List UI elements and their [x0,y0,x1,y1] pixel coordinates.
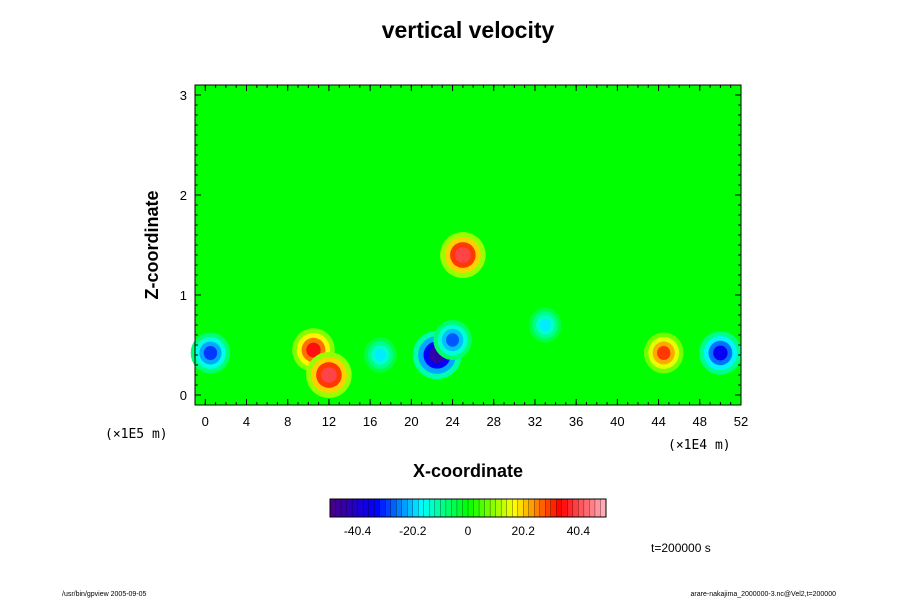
x-axis-title: X-coordinate [413,461,523,481]
heatmap-feature [657,346,671,360]
y-axis: 0 1 2 3 [180,88,741,403]
colorbar-cell [445,498,452,518]
heatmap-feature [374,349,386,361]
colorbar-cell [329,498,336,518]
heatmap-feature [203,346,218,360]
colorbar-frame [329,498,607,518]
x-tick-label: 4 [243,414,250,429]
colorbar-cell [434,498,441,518]
colorbar-tick-label: -20.2 [399,524,427,538]
colorbar-cell [368,498,375,518]
colorbar-cell [473,498,480,518]
colorbar-cell [374,498,381,518]
colorbar-cell [567,498,574,518]
colorbar-cell [578,498,585,518]
colorbar-cell [506,498,513,518]
x-tick-label: 16 [363,414,377,429]
x-tick-label: 0 [202,414,209,429]
x-tick-label: 24 [445,414,459,429]
colorbar-cell [379,498,386,518]
colorbar-cell [589,498,596,518]
colorbar-cell [523,498,530,518]
y-tick-label: 1 [180,288,187,303]
colorbar-cell [385,498,392,518]
y-axis-title: Z-coordinate [142,190,162,299]
x-tick-label: 12 [322,414,336,429]
colorbar-cell [528,498,535,518]
heatmap-feature [321,367,337,383]
plot-area [190,84,742,406]
colorbar-cell [340,498,348,518]
colorbar-cell [451,498,458,518]
footer-left: /usr/bin/gpview 2005-09-05 [62,591,147,598]
x-tick-label: 52 [734,414,748,429]
heatmap-feature [455,247,471,263]
heatmap-feature [446,333,460,347]
x-tick-label: 36 [569,414,583,429]
colorbar-cell [396,498,403,518]
x-tick-label: 48 [693,414,707,429]
colorbar-cell [489,498,497,518]
footer-right: arare-nakajima_2000000-3.nc@Vel2,t=20000… [691,591,837,598]
colorbar-tick-label: -40.4 [344,524,372,538]
colorbar-cell [362,498,370,518]
colorbar-cell [561,498,568,518]
colorbar-cell [583,498,590,518]
heatmap-feature [713,345,728,361]
heatmap-field [190,85,742,405]
colorbar-cell [407,498,414,518]
colorbar-cell [600,498,607,518]
heatmap-feature [539,319,551,331]
chart-title: vertical velocity [382,17,555,43]
colorbar-cell [478,498,486,518]
colorbar-cells [329,498,607,518]
heatmap-feature [306,342,321,358]
colorbar-cell [440,498,447,518]
colorbar-cell [418,498,425,518]
x-scale-label: (×1E4 m) [668,438,731,453]
colorbar-cell [335,498,342,518]
colorbar-tick-label: 40.4 [567,524,591,538]
colorbar-ticks: -40.4 -20.2 0 20.2 40.4 [344,524,590,538]
colorbar-cell [401,498,408,518]
colorbar-cell [412,498,419,518]
colorbar-cell [495,498,502,518]
x-tick-label: 32 [528,414,542,429]
colorbar-cell [550,498,557,518]
colorbar-cell [534,498,541,518]
y-tick-label: 3 [180,88,187,103]
colorbar-cell [594,498,601,518]
colorbar-cell [456,498,463,518]
colorbar-cell [572,498,579,518]
colorbar-cell [462,498,469,518]
x-tick-label: 28 [487,414,501,429]
x-axis: 0 4 8 12 16 20 24 28 32 36 40 44 48 52 [194,85,748,429]
colorbar-cell [346,498,353,518]
colorbar-cell [390,498,397,518]
y-tick-label: 2 [180,188,187,203]
colorbar-cell [539,498,546,518]
colorbar-cell [423,498,430,518]
colorbar-cell [467,498,474,518]
colorbar-cell [484,498,491,518]
x-tick-label: 40 [610,414,624,429]
colorbar-tick-label: 0 [465,524,472,538]
y-tick-label: 0 [180,388,187,403]
colorbar-cell [500,498,508,518]
x-tick-label: 20 [404,414,418,429]
y-scale-label: (×1E5 m) [105,427,168,442]
x-tick-label: 8 [284,414,291,429]
colorbar-cell [351,498,359,518]
colorbar-cell [556,498,563,518]
time-annotation: t=200000 s [651,541,711,555]
colorbar-cell [357,498,364,518]
colorbar-cell [545,498,552,518]
colorbar-cell [517,498,524,518]
x-tick-label: 44 [651,414,665,429]
colorbar-tick-label: 20.2 [512,524,536,538]
colorbar-cell [512,498,519,518]
colorbar: -40.4 -20.2 0 20.2 40.4 [329,498,607,538]
colorbar-cell [429,498,436,518]
